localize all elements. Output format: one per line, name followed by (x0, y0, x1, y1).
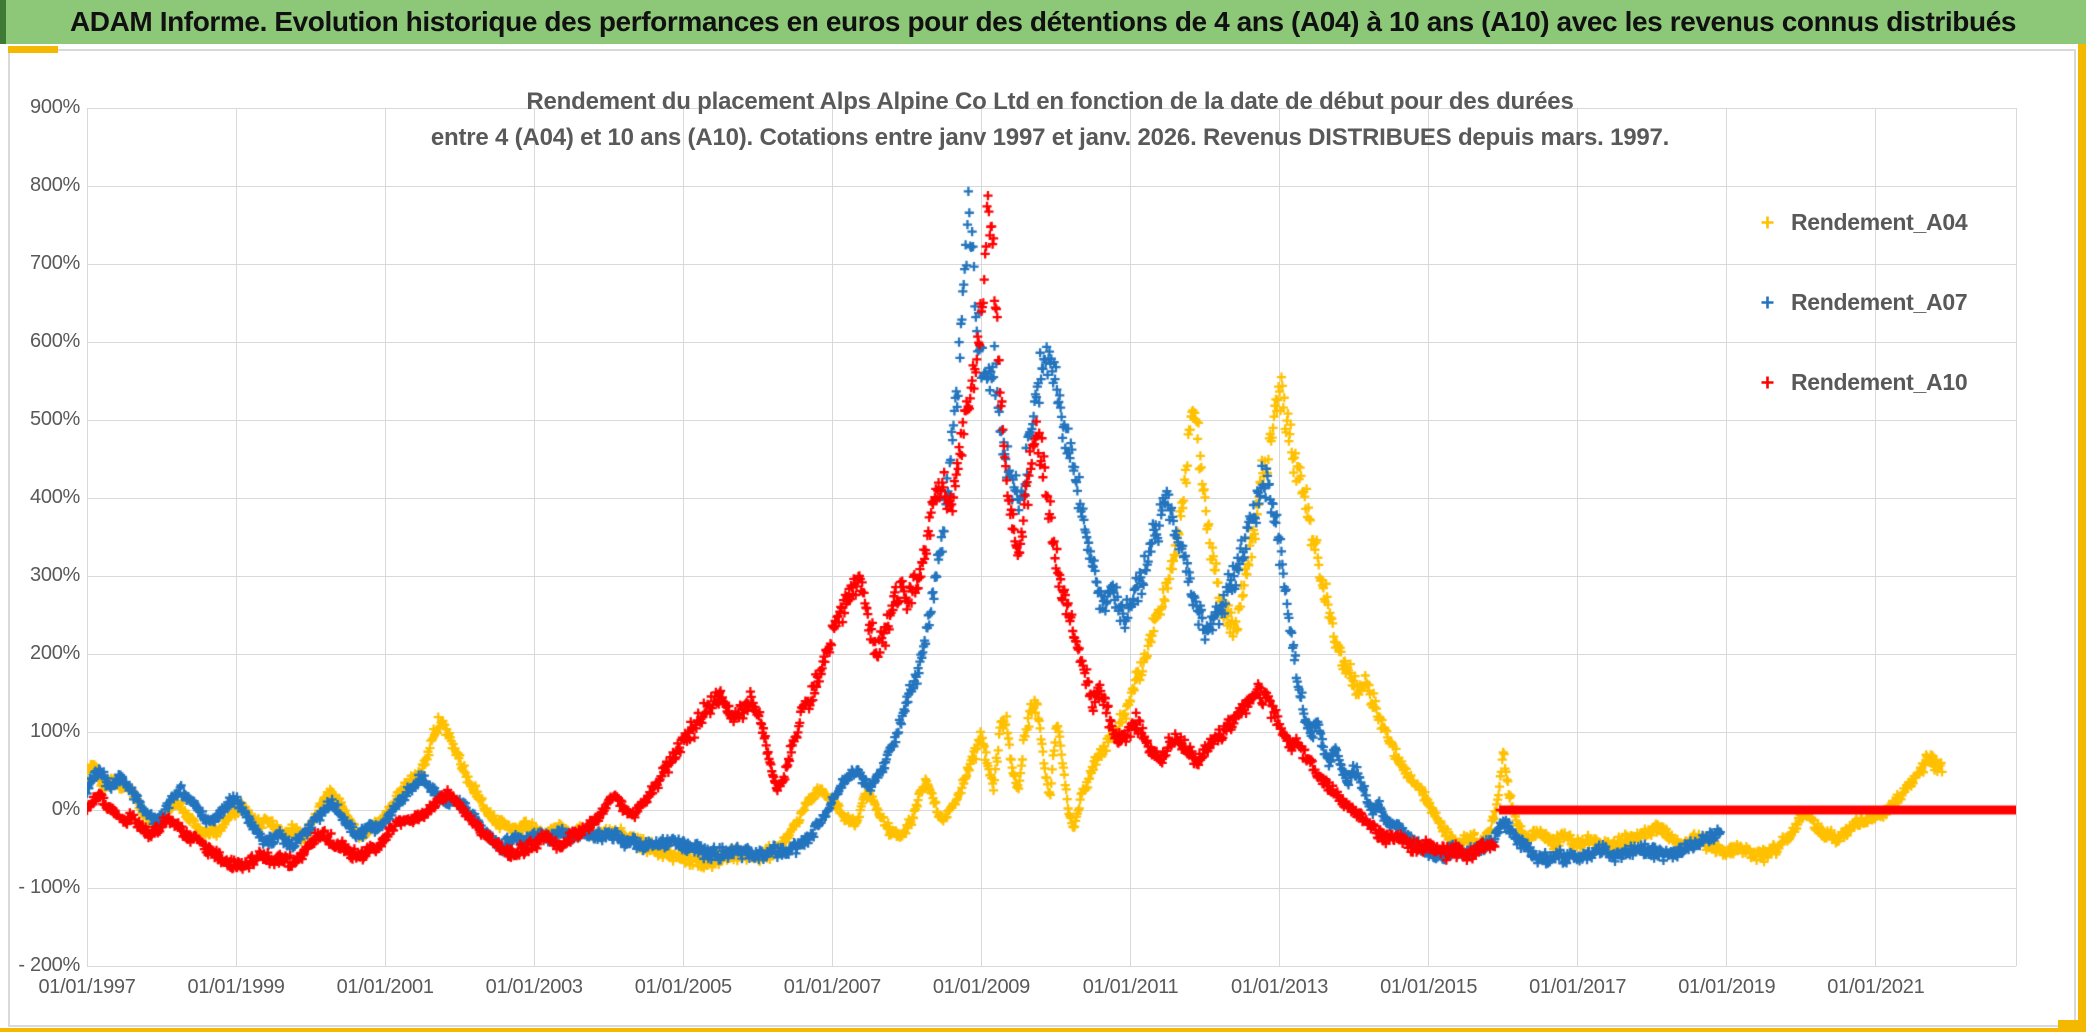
legend-marker-a07-plus-icon (1761, 296, 1774, 308)
legend-label-a10: Rendement_A10 (1791, 368, 1968, 395)
y-axis-tick-label: 800% (30, 174, 80, 196)
chart-frame-left (8, 49, 10, 1026)
x-axis-tick-label: 01/01/2015 (1380, 976, 1478, 998)
y-axis-tick-label: 900% (30, 96, 80, 118)
chart-title-line1: Rendement du placement Alps Alpine Co Lt… (526, 88, 1574, 115)
x-axis-tick-label: 01/01/2009 (932, 976, 1030, 998)
legend-item-a10[interactable]: Rendement_A10 (1760, 366, 2060, 398)
y-axis-tick-label: 0% (51, 798, 81, 820)
y-axis-tick-label: 600% (30, 330, 80, 352)
y-axis-tick-label: 200% (30, 642, 80, 664)
legend-item-a07[interactable]: Rendement_A07 (1760, 286, 2060, 318)
chart-title-line2: entre 4 (A04) et 10 ans (A10). Cotations… (430, 124, 1670, 151)
x-axis-tick-label: 01/01/2017 (1529, 976, 1627, 998)
x-axis-tick-label: 01/01/1999 (187, 976, 285, 998)
x-axis-tick-label: 01/01/2013 (1231, 976, 1329, 998)
y-axis-tick-label: - 100% (18, 876, 80, 898)
chart-frame-top (8, 49, 2075, 51)
header-left-accent (0, 0, 6, 44)
y-axis-tick-label: 100% (30, 720, 80, 742)
frame-accent-right (2078, 44, 2086, 1032)
x-axis-tick-label: 01/01/2001 (336, 976, 434, 998)
plot-right-border (2016, 108, 2017, 966)
header-banner: ADAM Informe. Evolution historique des p… (0, 0, 2086, 44)
y-axis-tick-label: 300% (30, 564, 80, 586)
y-axis-tick-label: - 200% (18, 954, 80, 976)
x-axis-tick-label: 01/01/2019 (1678, 976, 1776, 998)
x-axis-tick-label: 01/01/2003 (485, 976, 583, 998)
chart-frame-bottom (8, 1025, 2076, 1027)
frame-accent-top-left (8, 46, 58, 53)
x-axis-tick-label: 01/01/2005 (634, 976, 732, 998)
legend-item-a04[interactable]: Rendement_A04 (1760, 206, 2060, 238)
legend-label-a07: Rendement_A07 (1791, 288, 1968, 315)
x-axis-tick-label: 01/01/2011 (1082, 976, 1179, 998)
h-gridline--200 (87, 965, 2016, 967)
frame-accent-corner (2058, 1020, 2086, 1032)
x-axis-tick-label: 01/01/2007 (783, 976, 881, 998)
frame-accent-bottom (0, 1028, 2086, 1032)
legend-label-a04: Rendement_A04 (1791, 208, 1968, 235)
y-axis-tick-label: 500% (30, 408, 80, 430)
chart-object[interactable]: 900% 800% 700% 600% 500% 400% 300% 200% 100% 0% - … (10, 51, 2074, 1025)
legend-marker-a04-plus-icon (1761, 216, 1774, 228)
legend-marker-a10-plus-icon (1761, 376, 1774, 388)
x-axis-tick-label: 01/01/1997 (38, 976, 136, 998)
chart-frame-right (2074, 49, 2076, 1026)
x-axis-tick-label: 01/01/2021 (1827, 976, 1925, 998)
y-axis-tick-label: 400% (30, 486, 80, 508)
y-axis-tick-label: 700% (30, 252, 80, 274)
header-title: ADAM Informe. Evolution historique des p… (69, 6, 2017, 37)
scatter-canvas (87, 108, 2016, 966)
